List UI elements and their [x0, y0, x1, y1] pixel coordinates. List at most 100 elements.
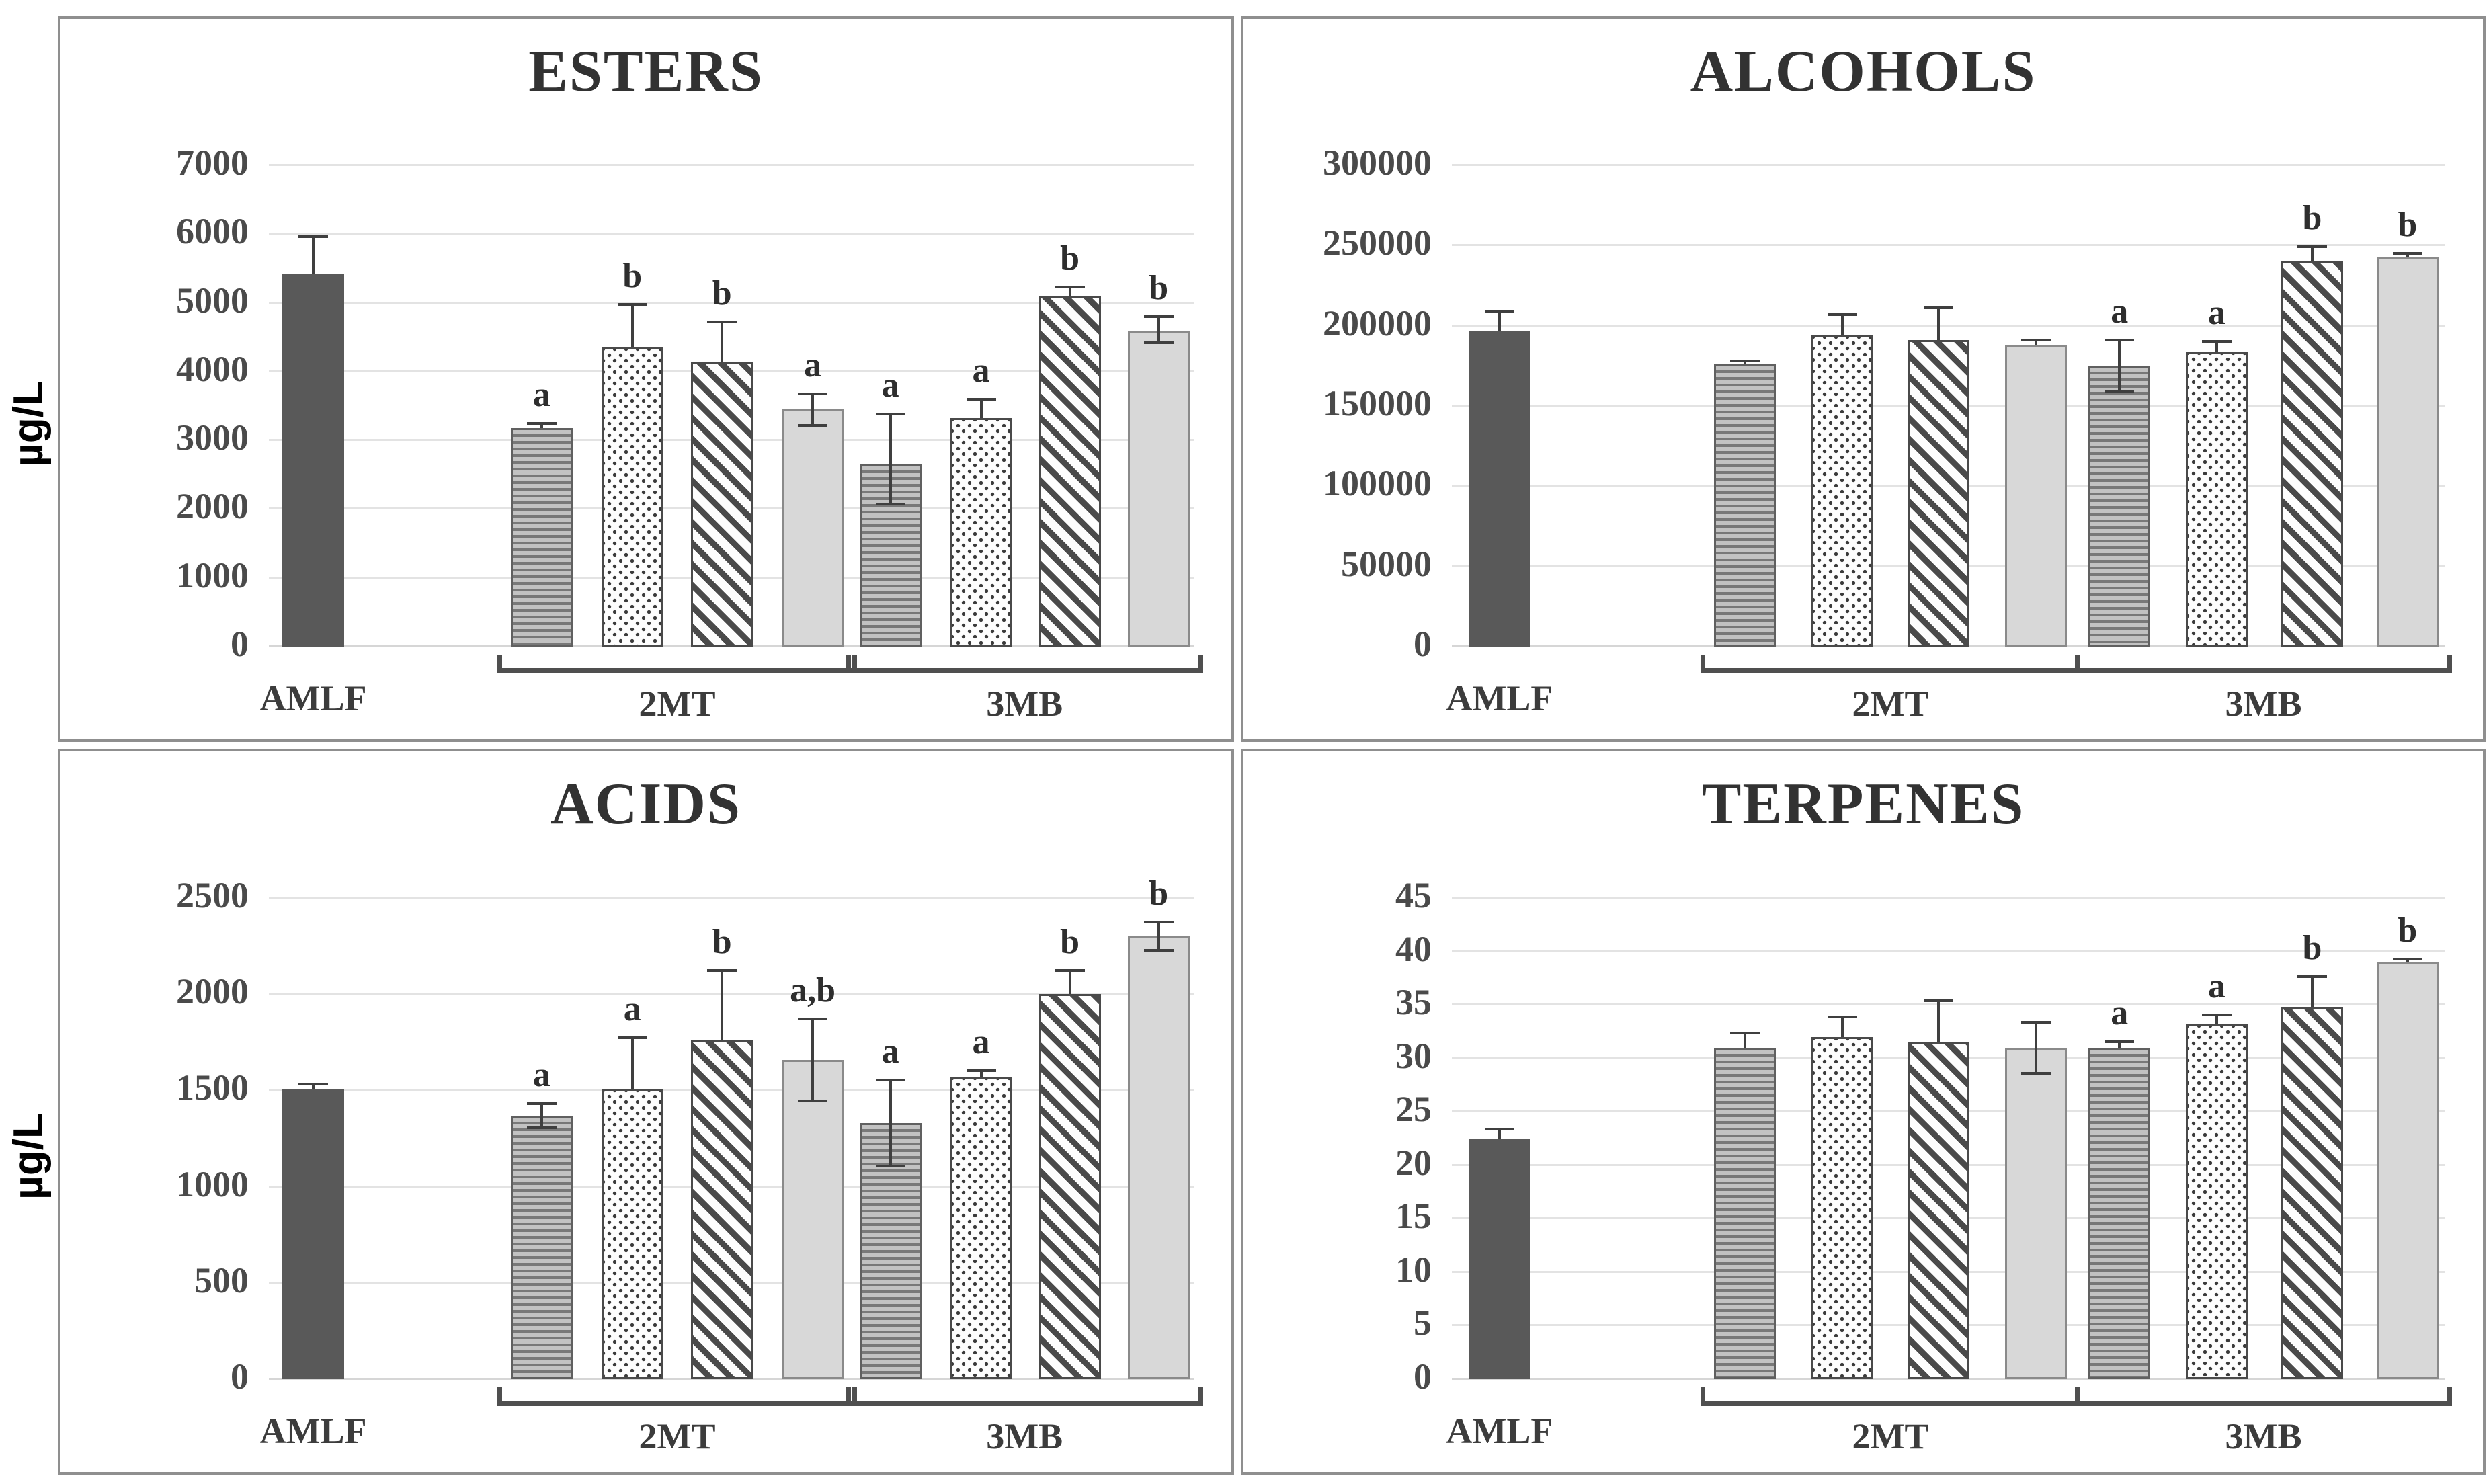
x-axis-group-label: 3MB [986, 1416, 1063, 1456]
y-tick-label: 2500 [176, 875, 249, 915]
error-bar-bottom-cap [2105, 390, 2135, 393]
esters-plot: 0 1000 2000 3000 4000 5000 6000 7000 a b b a a a b b [176, 142, 1194, 664]
y-tick-label: 35 [1395, 982, 1432, 1023]
significance-letter: b [2398, 911, 2418, 950]
significance-letter: a [881, 1032, 899, 1071]
group-bracket [1701, 1387, 2081, 1406]
bar-2mt-dots [601, 347, 663, 647]
significance-letter: a [2111, 993, 2129, 1032]
significance-letter: b [2398, 205, 2418, 244]
bar-3mb-diag [1038, 296, 1101, 647]
error-bar [1827, 313, 1857, 335]
bar-3mb-dots [2186, 351, 2248, 647]
error-bar [707, 321, 737, 362]
terpenes-panel: TERPENES 0 5 10 15 20 25 30 35 40 45 a a b b AMLF 2MT 3… [1241, 749, 2486, 1475]
acids-axis-footer: AMLF 2MT 3MB [260, 1383, 1203, 1472]
error-bar [2021, 1021, 2051, 1075]
error-bar [2202, 340, 2232, 352]
significance-letter: a [972, 1022, 990, 1061]
error-bar-top-cap [2105, 1040, 2135, 1043]
error-bar-top-cap [966, 397, 996, 401]
error-bar [2392, 958, 2422, 962]
y-axis-unit-row2: µg/L [0, 948, 56, 1364]
error-bar [2392, 251, 2422, 257]
error-bar-top-cap [1484, 1128, 1514, 1131]
bar-2mt-diag [1908, 340, 1970, 647]
error-bar [1730, 359, 1760, 364]
y-tick-label: 2000 [176, 486, 249, 527]
significance-letter: b [712, 274, 732, 313]
error-bar [1055, 968, 1085, 995]
error-bar [798, 1017, 828, 1102]
error-bar [298, 1082, 329, 1089]
error-bar-bottom-cap [875, 1164, 905, 1167]
error-bar [966, 397, 996, 419]
error-bar-top-cap [298, 235, 329, 239]
esters-title: ESTERS [528, 39, 764, 104]
significance-letter: b [2302, 928, 2322, 967]
x-axis-group-label: 3MB [2225, 684, 2302, 724]
significance-letter: b [1149, 268, 1169, 307]
bar-2mt-dots [1811, 335, 1873, 647]
error-bar-top-cap [2021, 338, 2051, 341]
y-tick-label: 5000 [176, 280, 249, 321]
y-tick-label: 4000 [176, 348, 249, 389]
error-bar [1730, 1031, 1760, 1048]
error-bar-top-cap [298, 1082, 329, 1085]
error-bar-top-cap [617, 1036, 647, 1040]
x-axis-group-label: AMLF [259, 678, 367, 718]
error-bar [966, 1069, 996, 1077]
esters-panel: ESTERS 0 1000 2000 3000 4000 5000 6000 7000 a b b a… [58, 16, 1234, 742]
error-bar [1924, 999, 1954, 1042]
bar-2mt-diag [691, 1040, 753, 1379]
error-bar-top-cap [966, 1069, 996, 1072]
error-bar-top-cap [798, 392, 828, 395]
bar-3mb-diag [2281, 261, 2343, 647]
y-tick-label: 1000 [176, 554, 249, 595]
error-bar-top-cap [1143, 315, 1174, 318]
group-bracket [2075, 1387, 2452, 1406]
terpenes-plot: 0 5 10 15 20 25 30 35 40 45 a a b b [1395, 875, 2445, 1397]
y-tick-label: 100000 [1323, 463, 1432, 504]
error-bar [2202, 1013, 2232, 1024]
y-tick-label: 40 [1395, 928, 1432, 969]
y-tick-label: 10 [1395, 1249, 1432, 1290]
error-bar [707, 968, 737, 1040]
y-tick-label: 50000 [1341, 543, 1432, 584]
error-bar [1484, 1128, 1514, 1139]
x-axis-group-label: 2MT [1852, 1416, 1929, 1456]
x-axis-group-label: 2MT [639, 684, 716, 724]
bar-2mt-solid-light [2005, 345, 2068, 647]
bar-3mb-solid-light [2376, 257, 2439, 647]
acids-title: ACIDS [550, 772, 741, 837]
x-axis-group-label: 2MT [1852, 684, 1929, 724]
gridline [1452, 1003, 2445, 1006]
significance-letter: a [532, 1055, 550, 1094]
y-tick-label: 1000 [176, 1163, 249, 1204]
error-bar [875, 1079, 905, 1167]
bar-3mb-dots [2186, 1024, 2248, 1379]
significance-letter: a [2111, 292, 2129, 331]
acids-plot: 0 500 1000 1500 2000 2500 a a b a,b a a b b [176, 875, 1194, 1397]
y-tick-label: 250000 [1323, 222, 1432, 263]
error-bar-top-cap [2021, 1021, 2051, 1024]
error-bar-top-cap [2392, 958, 2422, 961]
error-bar-top-cap [2202, 1013, 2232, 1016]
error-bar [875, 413, 905, 506]
error-bar-bottom-cap [875, 503, 905, 506]
gridline [269, 164, 1194, 166]
x-axis-group-label: AMLF [1446, 1411, 1553, 1451]
bar-3mb-hlines [859, 1123, 922, 1379]
group-bracket [497, 655, 858, 673]
bar-3mb-diag [1038, 994, 1101, 1379]
gridline [1452, 164, 2445, 166]
y-axis-unit-row1: µg/L [0, 215, 56, 632]
bar-amlf-solid-dark [1468, 330, 1530, 647]
bar-2mt-hlines [510, 427, 573, 647]
significance-letter: b [712, 922, 732, 961]
error-bar-bottom-cap [2021, 1071, 2051, 1075]
error-bar-top-cap [1730, 1031, 1760, 1034]
bar-3mb-diag [2281, 1007, 2343, 1379]
significance-letter: b [1149, 874, 1169, 913]
